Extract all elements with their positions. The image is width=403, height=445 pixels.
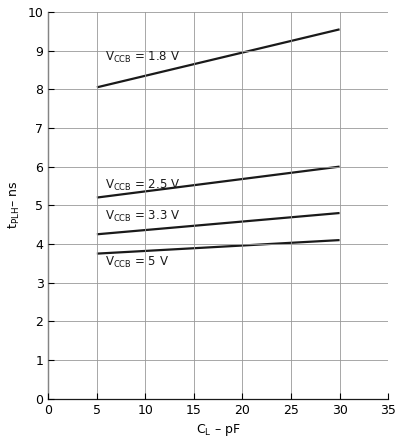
- Text: $\mathregular{V_{CCB}}$ = 2.5 V: $\mathregular{V_{CCB}}$ = 2.5 V: [105, 178, 180, 193]
- X-axis label: $\mathregular{C_L}$ – pF: $\mathregular{C_L}$ – pF: [196, 422, 241, 438]
- Y-axis label: $\mathregular{t_{PLH}}$– ns: $\mathregular{t_{PLH}}$– ns: [7, 181, 22, 229]
- Text: $\mathregular{V_{CCB}}$ = 1.8 V: $\mathregular{V_{CCB}}$ = 1.8 V: [105, 50, 180, 65]
- Text: $\mathregular{V_{CCB}}$ = 5 V: $\mathregular{V_{CCB}}$ = 5 V: [105, 255, 169, 270]
- Text: $\mathregular{V_{CCB}}$ = 3.3 V: $\mathregular{V_{CCB}}$ = 3.3 V: [105, 209, 180, 224]
